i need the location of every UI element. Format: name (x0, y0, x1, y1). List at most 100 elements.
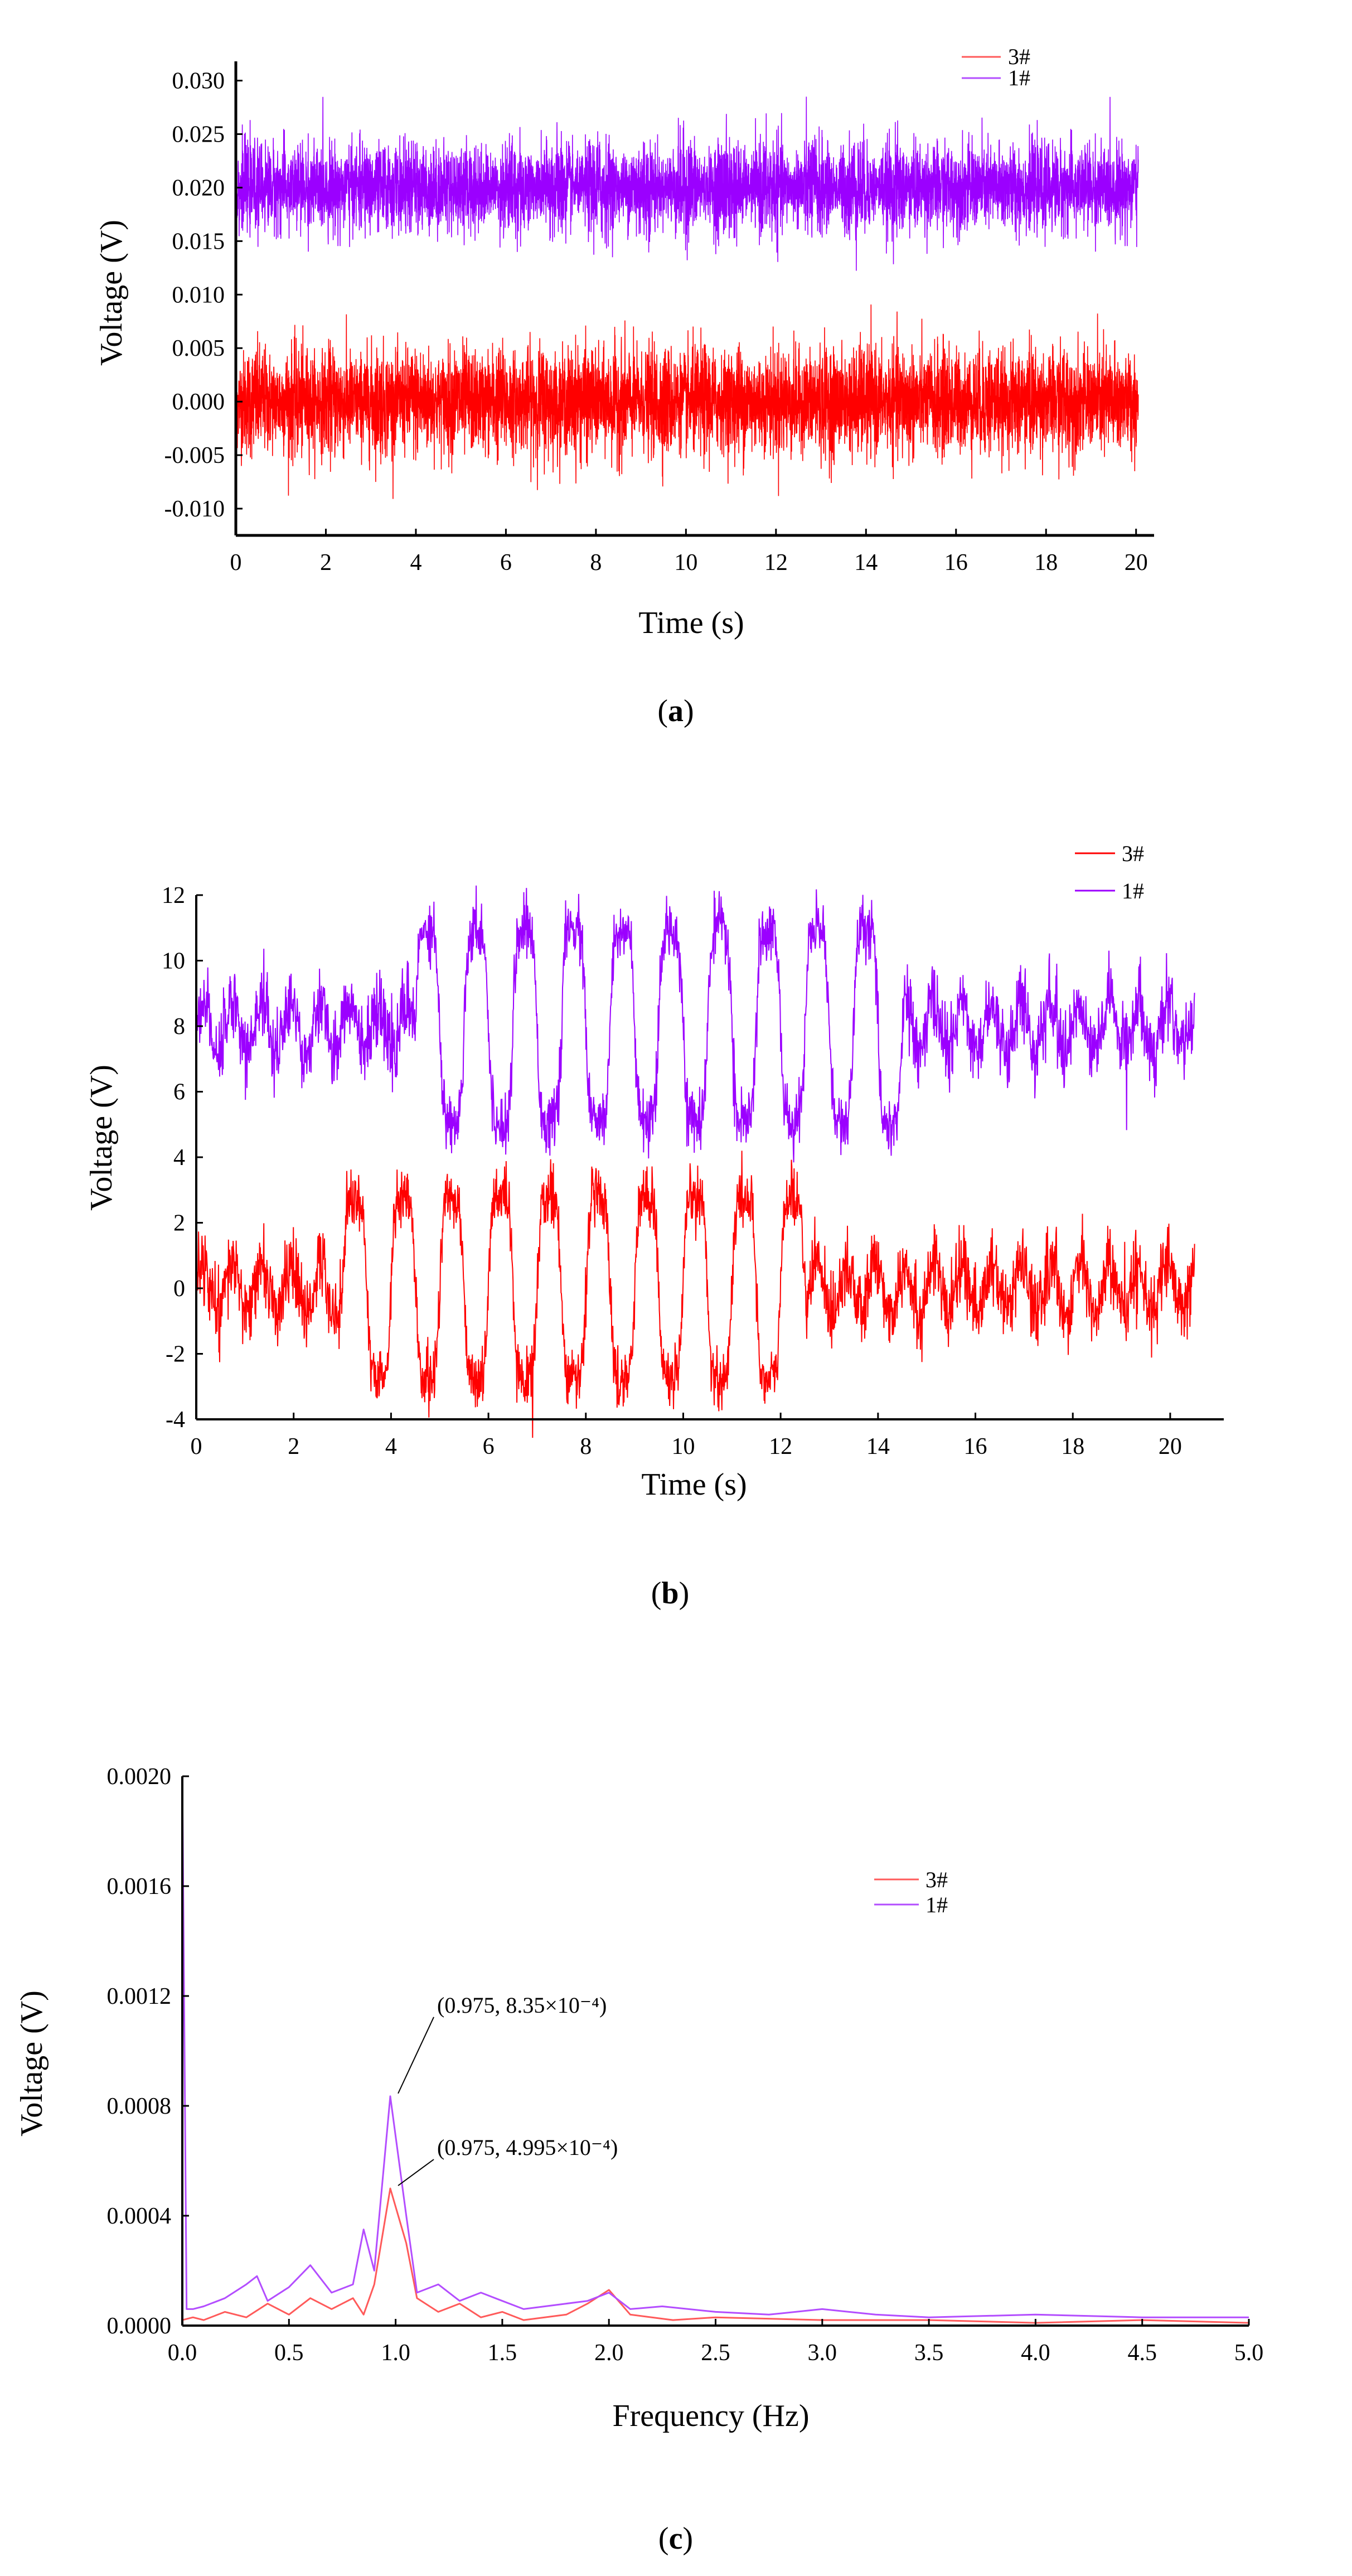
y-tick-label: 12 (162, 883, 185, 908)
x-tick-label: 1.0 (381, 2340, 410, 2366)
x-tick-label: 3.5 (914, 2340, 944, 2366)
x-tick-label: 0 (191, 1434, 202, 1459)
panel-b-caption: (b) (651, 1576, 689, 1611)
y-tick-label: 10 (162, 949, 185, 974)
x-tick-label: 2 (288, 1434, 299, 1459)
x-tick-label: 4 (385, 1434, 397, 1459)
panel-c-y-label: Voltage (V) (14, 1990, 49, 2137)
y-tick-label: 0.0012 (107, 1984, 172, 2009)
annotation-leader-line (398, 2159, 434, 2186)
panel-a-caption: (a) (657, 694, 694, 728)
x-tick-label: 6 (500, 550, 512, 576)
y-tick-label: 0.020 (172, 175, 225, 201)
x-tick-label: 2.5 (701, 2340, 730, 2366)
panel-b-series (196, 885, 1195, 1438)
y-tick-label: 0.010 (172, 282, 225, 308)
panel-a: 0.030 0.025 0.020 0.015 0.010 0.005 0.000 -0.00… (0, 0, 1352, 728)
x-tick-label: 16 (964, 1434, 987, 1459)
y-tick-label: 0.0000 (107, 2313, 172, 2339)
panel-c-caption: (c) (658, 2521, 693, 2556)
panel-b-x-ticks: 0 2 4 6 8 10 12 14 16 18 20 (191, 1413, 1182, 1459)
panel-b-y-ticks: 12 10 8 6 4 2 0 -2 -4 (162, 883, 203, 1433)
y-tick-label: 0.0020 (107, 1764, 172, 1790)
panel-a-x-label: Time (s) (638, 606, 744, 640)
x-tick-label: 6 (483, 1434, 495, 1459)
panel-a-series (235, 96, 1139, 499)
y-tick-label: -4 (166, 1407, 185, 1433)
x-tick-label: 3.0 (808, 2340, 837, 2366)
panel-a-legend-label-1: 1# (1008, 65, 1030, 90)
y-tick-label: 0 (173, 1276, 185, 1302)
x-tick-label: 18 (1034, 550, 1058, 576)
y-tick-label: 8 (173, 1014, 185, 1040)
x-tick-label: 4 (410, 550, 421, 576)
panel-a-legend-label-3: 3# (1008, 44, 1030, 69)
panel-c-legend-label-3: 3# (925, 1867, 948, 1892)
x-tick-label: 14 (866, 1434, 890, 1459)
annotation-label: (0.975, 4.995×10⁻⁴) (437, 2135, 618, 2160)
panel-a-background (0, 0, 1352, 703)
panel-c-series-line-3 (182, 2187, 1249, 2324)
panel-a-legend: 3# 1# (962, 44, 1030, 90)
panel-a-series-line-1 (235, 96, 1139, 271)
panel-c-x-label: Frequency (Hz) (613, 2399, 810, 2433)
x-tick-label: 14 (854, 550, 878, 576)
y-tick-label: 0.0016 (107, 1874, 172, 1900)
x-tick-label: 4.0 (1021, 2340, 1050, 2366)
panel-b-series-line-1 (196, 885, 1195, 1163)
x-tick-label: 8 (590, 550, 602, 576)
panel-a-x-ticks: 0 2 4 6 8 10 12 14 16 18 20 (230, 529, 1148, 576)
x-tick-label: 2 (320, 550, 332, 576)
panel-b-legend-label-1: 1# (1122, 878, 1144, 903)
x-tick-label: 20 (1159, 1434, 1182, 1459)
x-tick-label: 0.0 (168, 2340, 197, 2366)
y-tick-label: 0.0004 (107, 2203, 172, 2229)
x-tick-label: 0.5 (274, 2340, 304, 2366)
x-tick-label: 16 (944, 550, 968, 576)
y-tick-label: 0.005 (172, 336, 225, 361)
y-tick-label: -2 (166, 1342, 185, 1367)
annotation-leader-line (398, 2017, 434, 2094)
panel-c-x-ticks: 0.0 0.5 1.0 1.5 2.0 2.5 3.0 3.5 4.0 4.5 5.0 (168, 2319, 1264, 2366)
y-tick-label: 4 (173, 1145, 185, 1171)
x-tick-label: 2.0 (594, 2340, 624, 2366)
x-tick-label: 5.0 (1234, 2340, 1264, 2366)
panel-c: 0.0020 0.0016 0.0012 0.0008 0.0004 0.0000 0.0… (14, 1764, 1263, 2556)
panel-c-legend-label-1: 1# (925, 1892, 948, 1917)
panel-b-series-line-3 (196, 1151, 1195, 1438)
panel-a-series-line-3 (235, 304, 1139, 499)
panel-c-annotations: (0.975, 8.35×10⁻⁴) (0.975, 4.995×10⁻⁴) (398, 1993, 618, 2186)
y-tick-label: 2 (173, 1211, 185, 1236)
panel-b-legend: 3# 1# (1075, 841, 1144, 903)
y-tick-label: -0.010 (164, 496, 225, 522)
x-tick-label: 10 (674, 550, 697, 576)
x-tick-label: 12 (769, 1434, 792, 1459)
panel-b-x-label: Time (s) (641, 1467, 747, 1502)
panel-b-y-label: Voltage (V) (84, 1065, 119, 1211)
panel-c-series (181, 1776, 1249, 2324)
x-tick-label: 8 (580, 1434, 592, 1459)
y-tick-label: 6 (173, 1080, 185, 1105)
x-tick-label: 12 (764, 550, 788, 576)
panel-a-y-ticks: 0.030 0.025 0.020 0.015 0.010 0.005 0.000 -0.00… (164, 69, 243, 522)
panel-c-y-ticks: 0.0020 0.0016 0.0012 0.0008 0.0004 0.0000 (107, 1764, 189, 2339)
panel-c-legend: 3# 1# (874, 1867, 948, 1917)
x-tick-label: 1.5 (488, 2340, 517, 2366)
x-tick-label: 20 (1125, 550, 1148, 576)
y-tick-label: 0.0008 (107, 2094, 172, 2119)
x-tick-label: 18 (1061, 1434, 1084, 1459)
y-tick-label: 0.025 (172, 122, 225, 147)
x-tick-label: 0 (230, 550, 242, 576)
panel-c-series-line-1 (181, 1776, 1249, 2318)
panel-b-legend-label-3: 3# (1122, 841, 1144, 866)
y-tick-label: 0.000 (172, 389, 225, 415)
y-tick-label: 0.015 (172, 229, 225, 254)
panel-a-y-label: Voltage (V) (94, 220, 129, 366)
x-tick-label: 10 (671, 1434, 695, 1459)
x-tick-label: 4.5 (1127, 2340, 1157, 2366)
y-tick-label: 0.030 (172, 69, 225, 94)
y-tick-label: -0.005 (164, 443, 225, 468)
annotation-label: (0.975, 8.35×10⁻⁴) (437, 1993, 607, 2018)
